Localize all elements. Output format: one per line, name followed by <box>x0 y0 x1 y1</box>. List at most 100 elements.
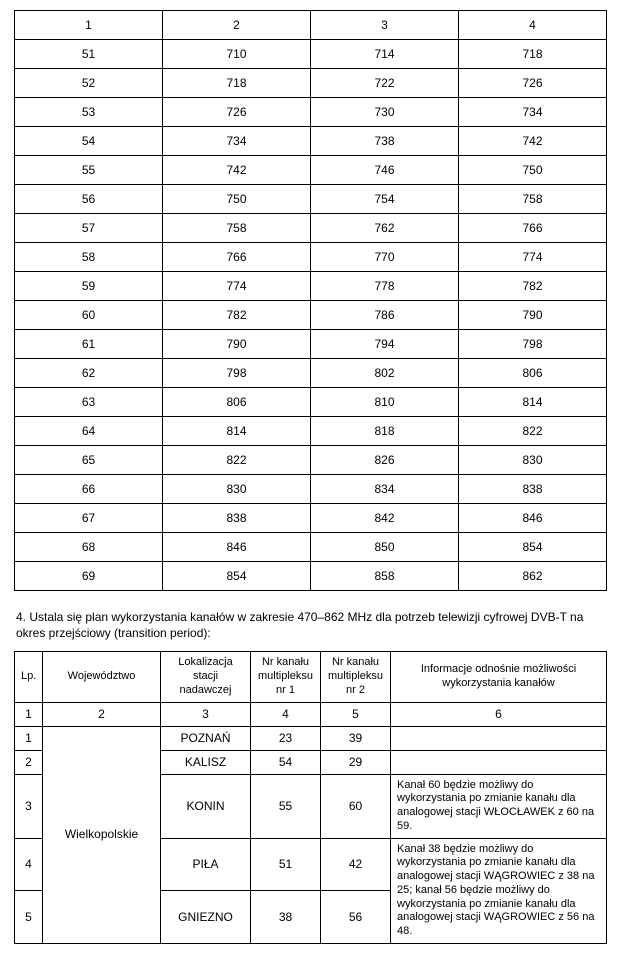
table-cell: 818 <box>311 417 459 446</box>
table-cell: 774 <box>163 272 311 301</box>
lokalizacja-cell: KONIN <box>161 774 251 838</box>
table-cell: 774 <box>459 243 607 272</box>
table-cell: 54 <box>15 127 163 156</box>
table-cell: 790 <box>459 301 607 330</box>
multiplex1-cell: 51 <box>251 838 321 891</box>
table-cell: 55 <box>15 156 163 185</box>
table-cell: 778 <box>311 272 459 301</box>
table-cell: 51 <box>15 40 163 69</box>
table-cell: 754 <box>311 185 459 214</box>
table-cell: 750 <box>163 185 311 214</box>
multiplex2-cell: 42 <box>321 838 391 891</box>
lp-cell: 1 <box>15 726 43 750</box>
table-cell: 854 <box>163 562 311 591</box>
table-cell: 63 <box>15 388 163 417</box>
multiplex1-cell: 54 <box>251 750 321 774</box>
multiplex2-cell: 39 <box>321 726 391 750</box>
table-cell: 4 <box>459 11 607 40</box>
table-cell: 65 <box>15 446 163 475</box>
table-cell: 61 <box>15 330 163 359</box>
table-cell: 68 <box>15 533 163 562</box>
table-cell: 814 <box>163 417 311 446</box>
table-cell: 770 <box>311 243 459 272</box>
multiplex1-cell: 23 <box>251 726 321 750</box>
table-cell: 766 <box>163 243 311 272</box>
section-4-text: 4. Ustala się plan wykorzystania kanałów… <box>16 609 605 641</box>
table-cell: 842 <box>311 504 459 533</box>
table-cell: 738 <box>311 127 459 156</box>
table-cell: 862 <box>459 562 607 591</box>
table-cell: 746 <box>311 156 459 185</box>
lokalizacja-cell: POZNAŃ <box>161 726 251 750</box>
lokalizacja-cell: PIŁA <box>161 838 251 891</box>
table-cell: 798 <box>163 359 311 388</box>
table-cell: 830 <box>163 475 311 504</box>
lp-cell: 4 <box>15 838 43 891</box>
lp-cell: 2 <box>15 750 43 774</box>
table-cell: 742 <box>163 156 311 185</box>
table-cell: 718 <box>163 69 311 98</box>
table-cell: 714 <box>311 40 459 69</box>
lp-cell: 5 <box>15 891 43 944</box>
table-cell: 826 <box>311 446 459 475</box>
lokalizacja-cell: KALISZ <box>161 750 251 774</box>
table-cell: 60 <box>15 301 163 330</box>
table-cell: 802 <box>311 359 459 388</box>
table-cell: 766 <box>459 214 607 243</box>
multiplex2-cell: 29 <box>321 750 391 774</box>
multiplex1-cell: 38 <box>251 891 321 944</box>
column-header: Lp. <box>15 652 43 702</box>
table-cell: 67 <box>15 504 163 533</box>
table-cell: 814 <box>459 388 607 417</box>
table-cell: 854 <box>459 533 607 562</box>
table-cell: 59 <box>15 272 163 301</box>
table-cell: 758 <box>459 185 607 214</box>
column-header: Nr kanału multipleksu nr 2 <box>321 652 391 702</box>
table-cell: 730 <box>311 98 459 127</box>
info-cell <box>391 750 607 774</box>
multiplex2-cell: 56 <box>321 891 391 944</box>
table-cell: 56 <box>15 185 163 214</box>
column-header: Informacje odnośnie możliwości wykorzyst… <box>391 652 607 702</box>
info-cell: Kanał 60 będzie możliwy do wykorzystania… <box>391 774 607 838</box>
transition-plan-table: Lp.WojewództwoLokalizacja stacji nadawcz… <box>14 651 607 944</box>
table-cell: 58 <box>15 243 163 272</box>
table-cell: 2 <box>163 11 311 40</box>
table-cell: 858 <box>311 562 459 591</box>
table-cell: 722 <box>311 69 459 98</box>
info-cell: Kanał 38 będzie możliwy do wykorzystania… <box>391 838 607 943</box>
lokalizacja-cell: GNIEZNO <box>161 891 251 944</box>
table-cell: 822 <box>163 446 311 475</box>
column-header: Lokalizacja stacji nadawczej <box>161 652 251 702</box>
table-cell: 742 <box>459 127 607 156</box>
table-cell: 734 <box>163 127 311 156</box>
table-cell: 718 <box>459 40 607 69</box>
table-cell: 710 <box>163 40 311 69</box>
table-cell: 838 <box>163 504 311 533</box>
frequency-table: 1234517107147185271872272653726730734547… <box>14 10 607 591</box>
table-cell: 726 <box>163 98 311 127</box>
table-cell: 834 <box>311 475 459 504</box>
table-cell: 794 <box>311 330 459 359</box>
table-cell: 782 <box>459 272 607 301</box>
table-cell: 734 <box>459 98 607 127</box>
table-cell: 806 <box>163 388 311 417</box>
table-cell: 758 <box>163 214 311 243</box>
column-index: 1 <box>15 702 43 726</box>
column-index: 2 <box>43 702 161 726</box>
column-index: 5 <box>321 702 391 726</box>
multiplex2-cell: 60 <box>321 774 391 838</box>
table-cell: 66 <box>15 475 163 504</box>
table-cell: 830 <box>459 446 607 475</box>
column-index: 4 <box>251 702 321 726</box>
table-cell: 806 <box>459 359 607 388</box>
table-cell: 52 <box>15 69 163 98</box>
table-cell: 850 <box>311 533 459 562</box>
table-cell: 786 <box>311 301 459 330</box>
table-cell: 1 <box>15 11 163 40</box>
table-cell: 57 <box>15 214 163 243</box>
table-cell: 846 <box>459 504 607 533</box>
column-index: 3 <box>161 702 251 726</box>
table-cell: 790 <box>163 330 311 359</box>
lp-cell: 3 <box>15 774 43 838</box>
